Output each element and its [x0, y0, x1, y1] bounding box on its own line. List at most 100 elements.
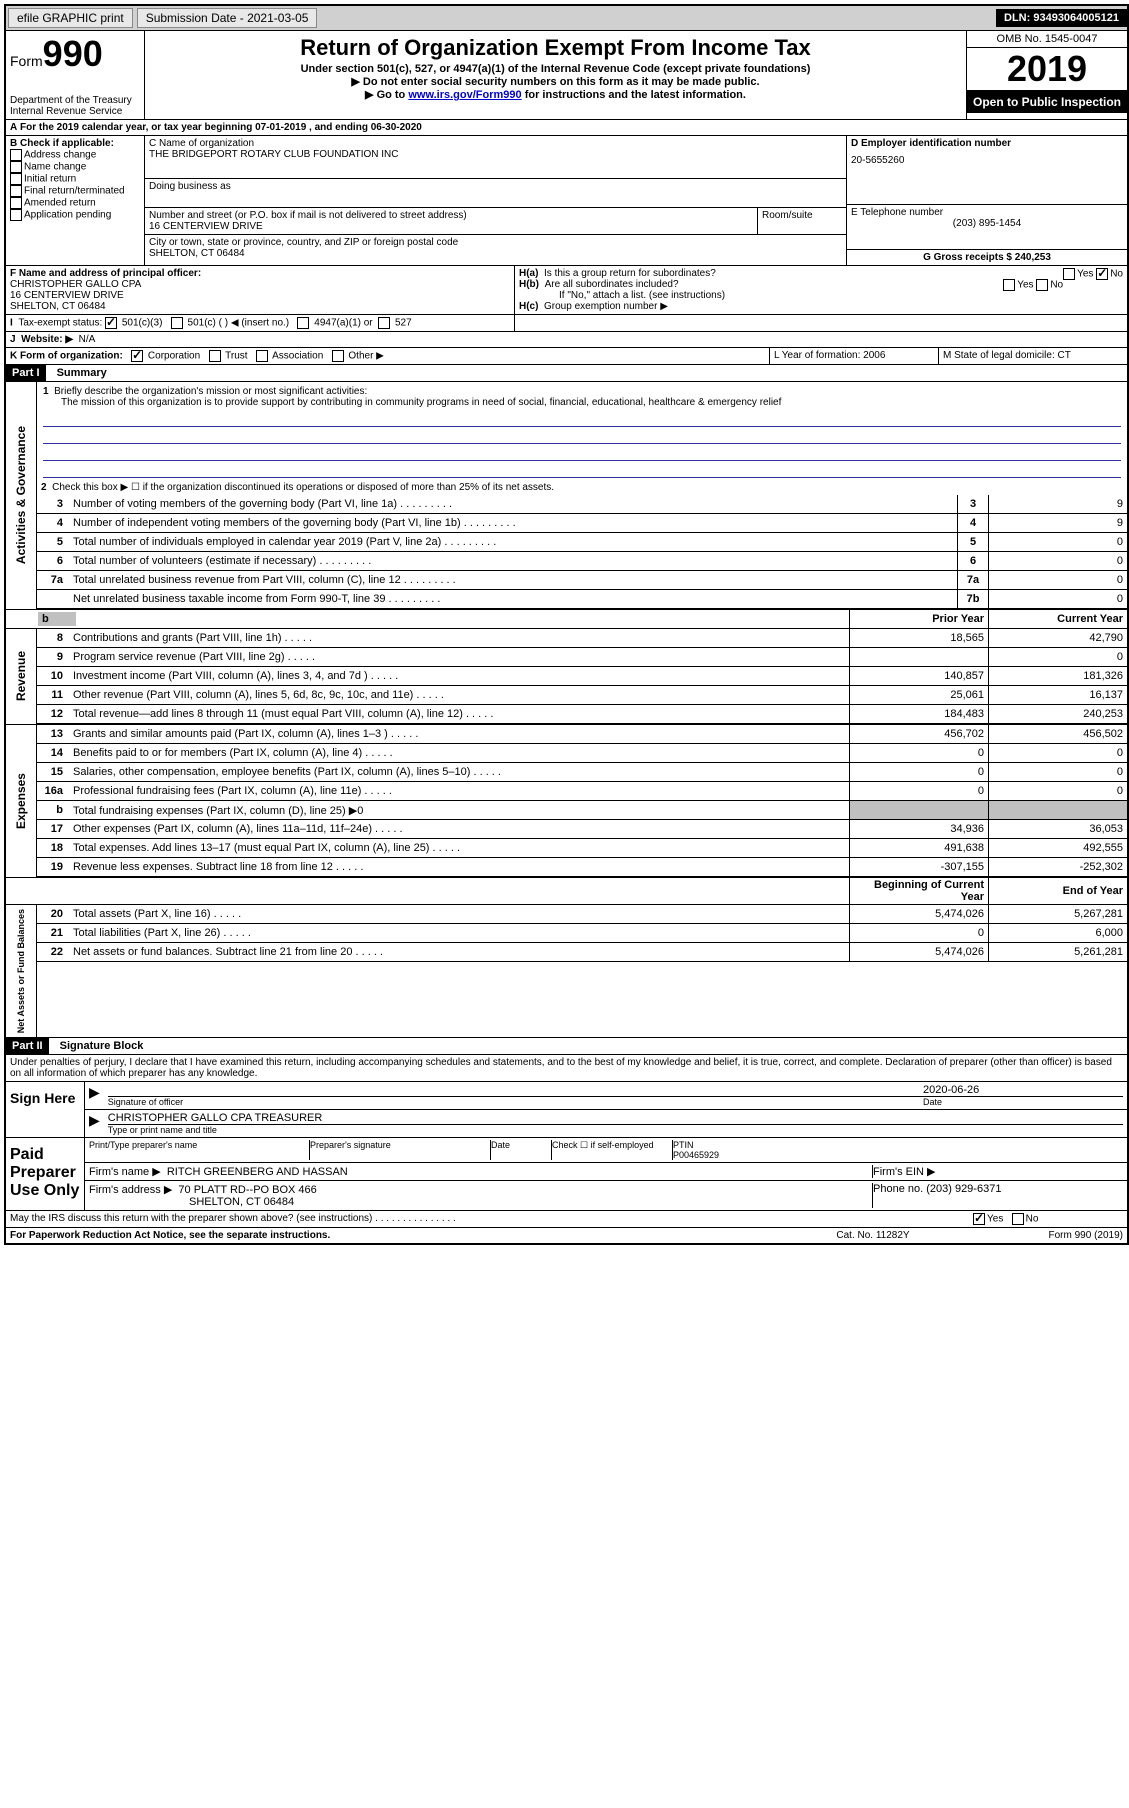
part1-subtitle: Summary — [49, 367, 107, 379]
form-number: 990 — [43, 33, 103, 74]
inspection-notice: Open to Public Inspection — [967, 91, 1127, 113]
revenue-label: Revenue — [12, 647, 30, 705]
table-row: 17Other expenses (Part IX, column (A), l… — [37, 820, 1127, 839]
year-formation: L Year of formation: 2006 — [770, 348, 939, 364]
b-title: B Check if applicable: — [10, 138, 140, 149]
footer-left: For Paperwork Reduction Act Notice, see … — [10, 1230, 773, 1241]
check-corp[interactable] — [131, 350, 143, 362]
table-row: 8Contributions and grants (Part VIII, li… — [37, 629, 1127, 648]
form-container: efile GRAPHIC print Submission Date - 20… — [4, 4, 1129, 1245]
hc-label: Group exemption number ▶ — [544, 301, 668, 312]
firm-name-label: Firm's name ▶ — [89, 1166, 161, 1178]
part1-header: Part I — [6, 365, 46, 381]
table-row: 21Total liabilities (Part X, line 26) . … — [37, 924, 1127, 943]
i-label: Tax-exempt status: — [18, 318, 102, 329]
gross-receipts: G Gross receipts $ 240,253 — [847, 250, 1127, 265]
hb-yes[interactable] — [1003, 279, 1015, 291]
line-a: A For the 2019 calendar year, or tax yea… — [6, 120, 426, 135]
check-name[interactable] — [10, 161, 22, 173]
d-label: D Employer identification number — [851, 138, 1123, 149]
table-row: 6Total number of volunteers (estimate if… — [37, 552, 1127, 571]
discuss-label: May the IRS discuss this return with the… — [10, 1213, 372, 1224]
check-527[interactable] — [378, 317, 390, 329]
ha-label: Is this a group return for subordinates? — [544, 268, 716, 279]
table-row: Net unrelated business taxable income fr… — [37, 590, 1127, 609]
table-row: 15Salaries, other compensation, employee… — [37, 763, 1127, 782]
netassets-section: Net Assets or Fund Balances 20Total asse… — [6, 905, 1127, 1037]
check-pending[interactable] — [10, 209, 22, 221]
sig-name-value: CHRISTOPHER GALLO CPA TREASURER — [108, 1112, 1123, 1124]
ptin-value: P00465929 — [673, 1150, 719, 1160]
firm-addr-label: Firm's address ▶ — [89, 1184, 172, 1196]
table-row: 12Total revenue—add lines 8 through 11 (… — [37, 705, 1127, 724]
firm-phone: Phone no. (203) 929-6371 — [873, 1183, 1123, 1208]
paid-preparer-label: Paid Preparer Use Only — [6, 1138, 85, 1210]
check-initial[interactable] — [10, 173, 22, 185]
footer-mid: Cat. No. 11282Y — [773, 1230, 973, 1241]
subtitle-1: Under section 501(c), 527, or 4947(a)(1)… — [147, 63, 964, 75]
ha-yes[interactable] — [1063, 268, 1075, 280]
hb-no[interactable] — [1036, 279, 1048, 291]
department: Department of the Treasury Internal Reve… — [10, 95, 140, 117]
eoy-header: End of Year — [988, 878, 1127, 904]
topbar: efile GRAPHIC print Submission Date - 20… — [6, 6, 1127, 31]
check-4947[interactable] — [297, 317, 309, 329]
check-address[interactable] — [10, 149, 22, 161]
sig-name-label: Type or print name and title — [108, 1124, 1123, 1135]
part2-subtitle: Signature Block — [52, 1040, 144, 1052]
subtitle-2: ▶ Do not enter social security numbers o… — [147, 75, 964, 88]
prior-year-header: Prior Year — [849, 610, 988, 628]
check-self-label: Check ☐ if self-employed — [552, 1140, 673, 1160]
form-prefix: Form — [10, 53, 43, 69]
table-row: 4Number of independent voting members of… — [37, 514, 1127, 533]
discuss-yes[interactable] — [973, 1213, 985, 1225]
irs-link[interactable]: www.irs.gov/Form990 — [408, 89, 521, 101]
city-value: SHELTON, CT 06484 — [149, 248, 842, 259]
check-final[interactable] — [10, 185, 22, 197]
section-b: B Check if applicable: Address change Na… — [6, 136, 145, 265]
room-label: Room/suite — [758, 208, 846, 234]
line1-label: Briefly describe the organization's miss… — [54, 386, 367, 397]
footer-right: Form 990 (2019) — [973, 1230, 1123, 1241]
table-row: 19Revenue less expenses. Subtract line 1… — [37, 858, 1127, 877]
firm-city: SHELTON, CT 06484 — [89, 1196, 294, 1208]
state-domicile: M State of legal domicile: CT — [939, 348, 1127, 364]
prep-date-label: Date — [491, 1140, 552, 1160]
street-address: 16 CENTERVIEW DRIVE — [149, 221, 753, 232]
prep-sig-label: Preparer's signature — [310, 1140, 491, 1160]
omb-number: OMB No. 1545-0047 — [967, 31, 1127, 48]
ha-no[interactable] — [1096, 268, 1108, 280]
penalties-text: Under penalties of perjury, I declare th… — [6, 1055, 1127, 1082]
sig-date-value: 2020-06-26 — [923, 1084, 1123, 1096]
table-row: 14Benefits paid to or for members (Part … — [37, 744, 1127, 763]
c-label: C Name of organization — [149, 138, 842, 149]
paid-preparer-section: Paid Preparer Use Only Print/Type prepar… — [6, 1138, 1127, 1211]
header-right: OMB No. 1545-0047 2019 Open to Public In… — [966, 31, 1127, 119]
revenue-section: Revenue 8Contributions and grants (Part … — [6, 629, 1127, 724]
k-label: K Form of organization: — [10, 351, 123, 362]
sig-officer-label: Signature of officer — [108, 1096, 923, 1107]
check-501c3[interactable] — [105, 317, 117, 329]
check-other[interactable] — [332, 350, 344, 362]
check-amended[interactable] — [10, 197, 22, 209]
dln: DLN: 93493064005121 — [996, 9, 1127, 27]
check-trust[interactable] — [209, 350, 221, 362]
check-assoc[interactable] — [256, 350, 268, 362]
discuss-no[interactable] — [1012, 1213, 1024, 1225]
section-bcdefg: B Check if applicable: Address change Na… — [6, 136, 1127, 266]
website: N/A — [79, 334, 96, 345]
check-501c[interactable] — [171, 317, 183, 329]
table-row: 20Total assets (Part X, line 16) . . . .… — [37, 905, 1127, 924]
firm-ein-label: Firm's EIN ▶ — [873, 1165, 1123, 1178]
line2-label: Check this box ▶ ☐ if the organization d… — [52, 482, 554, 493]
table-row: 18Total expenses. Add lines 13–17 (must … — [37, 839, 1127, 858]
phone: (203) 895-1454 — [851, 218, 1123, 229]
sign-here-label: Sign Here — [6, 1082, 85, 1137]
boy-header: Beginning of Current Year — [849, 878, 988, 904]
ein: 20-5655260 — [851, 155, 1123, 166]
section-fh: F Name and address of principal officer:… — [6, 266, 1127, 315]
header-left: Form990 Department of the Treasury Inter… — [6, 31, 145, 119]
officer-addr: 16 CENTERVIEW DRIVE — [10, 290, 510, 301]
efile-button[interactable]: efile GRAPHIC print — [8, 8, 133, 28]
form-header: Form990 Department of the Treasury Inter… — [6, 31, 1127, 120]
